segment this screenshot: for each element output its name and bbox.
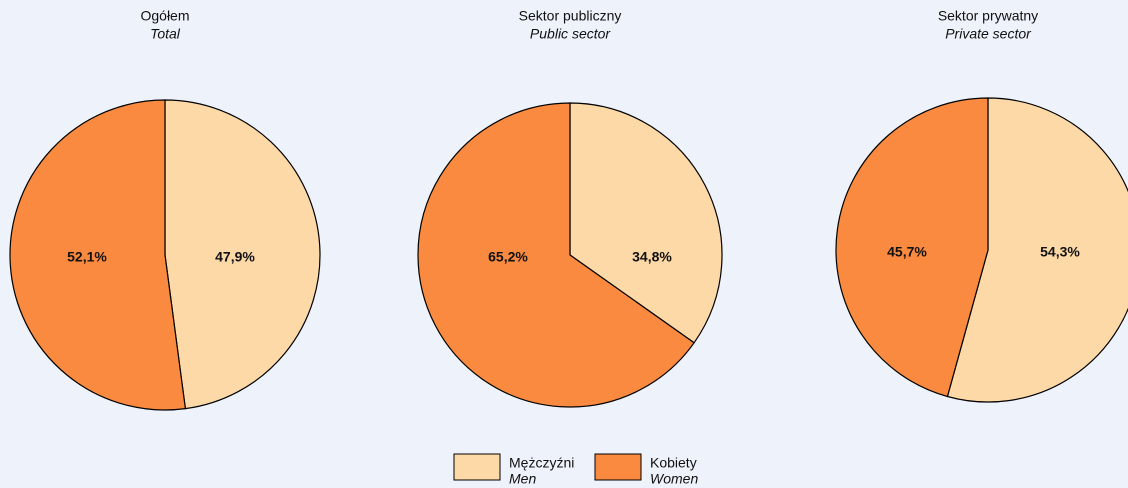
chart-title: Ogółem <box>140 8 189 24</box>
legend-sublabel: Men <box>509 471 536 487</box>
data-label: 65,2% <box>488 249 528 265</box>
legend-swatch <box>594 453 642 481</box>
pie-slice <box>417 102 695 408</box>
pie-slice <box>569 102 723 344</box>
pie-slice <box>9 99 187 411</box>
data-label: 34,8% <box>632 249 672 265</box>
data-label: 45,7% <box>887 244 927 260</box>
data-label: 54,3% <box>1040 244 1080 260</box>
legend-label: Kobiety <box>650 455 697 471</box>
legend-label: Mężczyźni <box>509 455 574 471</box>
pie-slice <box>946 97 1128 403</box>
data-label: 52,1% <box>67 249 107 265</box>
chart-title: Sektor prywatny <box>938 8 1038 24</box>
legend-swatch <box>453 453 501 481</box>
chart-subtitle: Private sector <box>945 26 1032 42</box>
chart-subtitle: Total <box>150 26 181 42</box>
chart-subtitle: Public sector <box>530 26 611 42</box>
chart-title: Sektor publiczny <box>519 8 622 24</box>
pie-slice <box>164 99 321 410</box>
data-label: 47,9% <box>215 249 255 265</box>
pie-slice <box>835 97 989 398</box>
legend-sublabel: Women <box>650 471 698 487</box>
